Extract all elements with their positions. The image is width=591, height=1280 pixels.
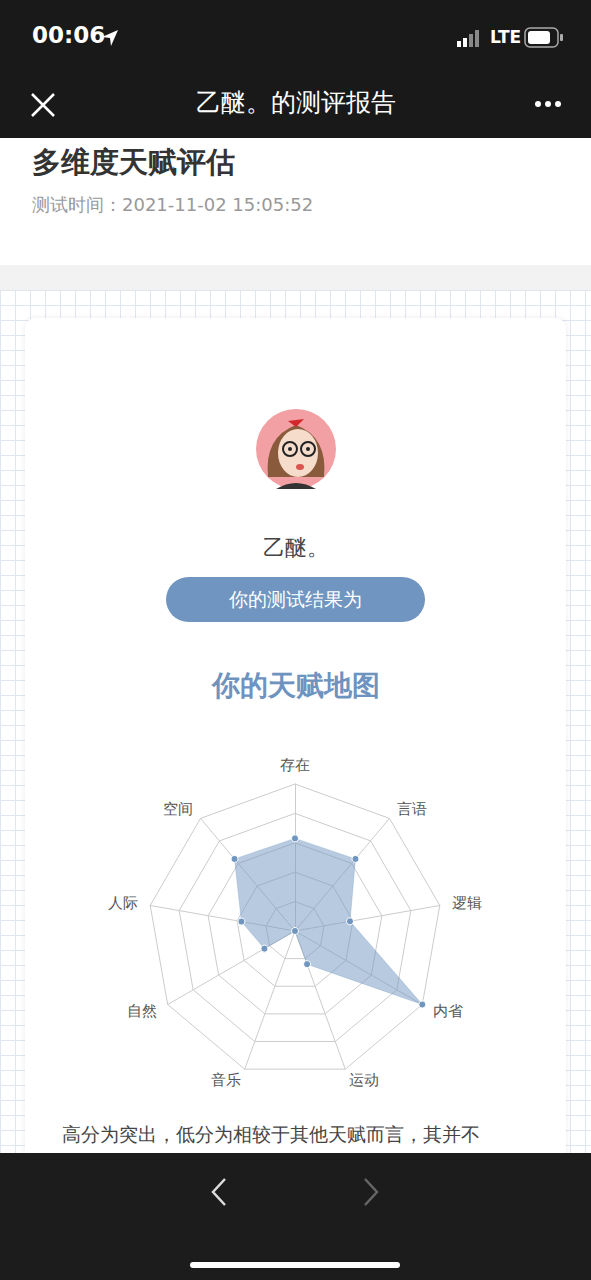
html-text:00:06: 00:06 [32, 22, 106, 48]
svg-text:音乐: 音乐 [211, 1071, 241, 1089]
html-text:高分为突出，低分为相较于其他天赋而言，其并不: 高分为突出，低分为相较于其他天赋而言，其并不 [62, 1123, 480, 1145]
html-text:测试时间：2021-11-02 15:05:52: 测试时间：2021-11-02 15:05:52 [32, 194, 314, 215]
svg-text:空间: 空间 [163, 800, 193, 818]
html-text:LTE: LTE [490, 27, 522, 47]
html-text:你的天赋地图: 你的天赋地图 [211, 669, 380, 702]
svg-text:自然: 自然 [127, 1002, 157, 1020]
html-text:多维度天赋评估: 多维度天赋评估 [32, 145, 235, 179]
svg-text:内省: 内省 [433, 1002, 463, 1020]
html-text:乙醚。的测评报告: 乙醚。的测评报告 [195, 88, 396, 117]
html-text:你的测试结果为: 你的测试结果为 [229, 588, 362, 610]
svg-text:存在: 存在 [280, 756, 310, 774]
svg-text:人际: 人际 [108, 894, 138, 912]
svg-text:逻辑: 逻辑 [452, 894, 482, 912]
svg-text:言语: 言语 [397, 800, 427, 818]
html-text:乙醚。: 乙醚。 [262, 535, 329, 560]
svg-text:运动: 运动 [349, 1071, 379, 1089]
